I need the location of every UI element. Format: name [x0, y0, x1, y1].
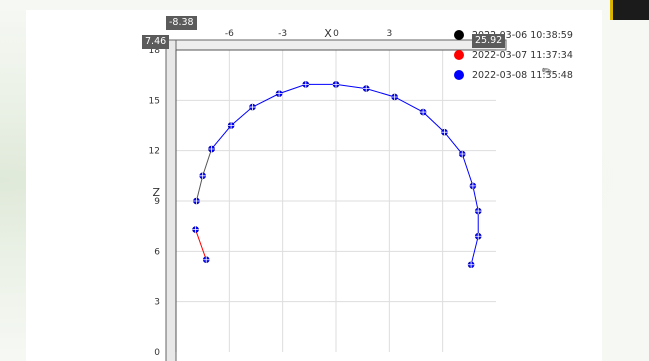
data-point-cross [475, 207, 482, 215]
y-cursor-readout: 7.46 [142, 35, 170, 49]
y-tick-label: 3 [154, 298, 160, 308]
x-tick-label: -6 [225, 29, 234, 39]
data-point-cross [467, 261, 475, 268]
series-line [195, 229, 207, 260]
x-tick-label: 0 [333, 29, 339, 39]
data-point-cross [275, 90, 283, 97]
data-point-cross [441, 129, 448, 136]
data-point-cross [208, 145, 215, 153]
axis-left-frame [165, 39, 177, 361]
y-tick-label: 0 [154, 348, 160, 358]
y-tick-label: 6 [154, 247, 160, 257]
y-tick-label: 12 [149, 147, 160, 157]
x-tick-label: 3 [386, 29, 392, 39]
legend-item[interactable]: 2022-03-07 11:37:34 [454, 45, 584, 65]
legend-marker [454, 70, 464, 80]
legend: 2022-03-06 10:38:59 2022-03-07 11:37:34 … [454, 25, 584, 85]
data-point-cross [192, 226, 199, 233]
data-point-cross [332, 81, 340, 88]
z-cursor-readout: 25.92 [472, 34, 506, 48]
data-point-cross [249, 103, 256, 111]
y-tick-label: 15 [149, 96, 160, 106]
x-tick-label: -3 [278, 29, 287, 39]
y-tick-label: 18 [149, 46, 161, 56]
data-point-cross [227, 122, 235, 129]
legend-marker [454, 30, 464, 40]
scatter-chart[interactable]: -6 -3 0 3 0 3 6 9 12 15 18 X Z [26, 10, 602, 361]
y-tick-label: 9 [154, 197, 160, 207]
x-cursor-readout: -8.38 [166, 16, 197, 30]
data-point-cross [419, 108, 427, 116]
chart-panel: -6 -3 0 3 0 3 6 9 12 15 18 X Z 2022-03-06 10:38:59 2… [26, 10, 602, 361]
data-point-cross [203, 256, 210, 263]
legend-marker [454, 50, 464, 60]
data-point-cross [459, 150, 466, 158]
legend-item[interactable]: 2022-03-08 11:35:48 [454, 65, 584, 85]
data-point-cross [199, 172, 206, 180]
data-point-cross [475, 233, 482, 240]
data-point-cross [193, 197, 200, 205]
legend-item[interactable]: 2022-03-06 10:38:59 [454, 25, 584, 45]
x-axis-label: X [324, 27, 332, 40]
y-axis-label: Z [152, 186, 160, 199]
data-point-cross [302, 81, 309, 88]
legend-label: 2022-03-08 11:35:48 [472, 69, 573, 81]
legend-label: 2022-03-07 11:37:34 [472, 49, 573, 61]
corner-widget [610, 0, 649, 20]
data-point-cross [391, 93, 398, 101]
legend-label: 2022-03-06 10:38:59 [472, 29, 573, 41]
series-line [211, 83, 479, 265]
data-point-cross [363, 85, 370, 92]
data-point-cross [469, 182, 477, 190]
